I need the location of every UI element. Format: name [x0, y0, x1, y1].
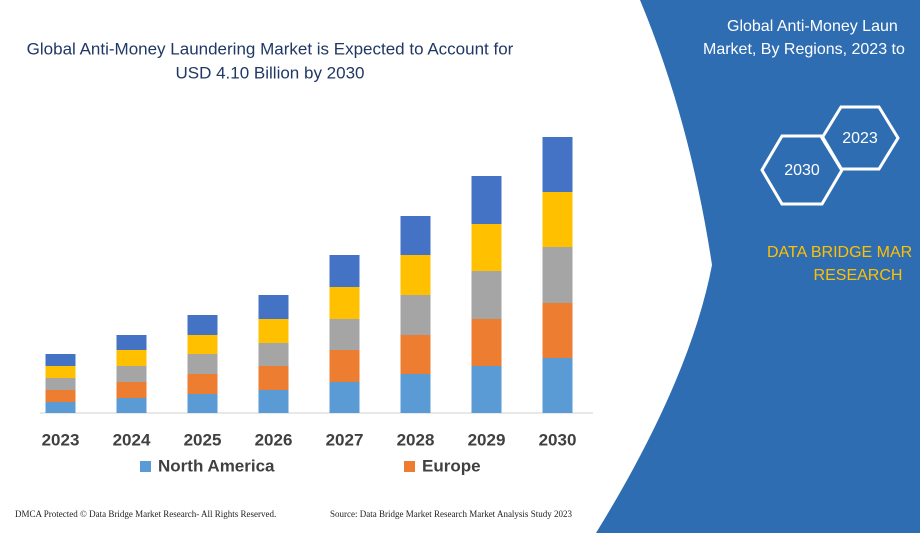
bar-segment	[187, 354, 218, 374]
panel-title: Global Anti-Money Laun	[727, 18, 898, 35]
footer-note: DMCA Protected © Data Bridge Market Rese…	[15, 509, 276, 519]
panel-title: Market, By Regions, 2023 to	[703, 41, 905, 58]
bar-segment	[542, 247, 573, 303]
hexagon-label: 2023	[842, 130, 878, 147]
bar-segment	[329, 319, 360, 350]
bar-segment	[258, 343, 289, 366]
bar-segment	[116, 335, 147, 350]
bar-segment	[45, 366, 76, 378]
bar-segment	[542, 358, 573, 413]
legend-swatch	[404, 461, 415, 472]
bar-segment	[258, 366, 289, 390]
footer-source: Source: Data Bridge Market Research Mark…	[330, 509, 572, 519]
x-tick-label: 2024	[113, 430, 151, 449]
bar-segment	[116, 350, 147, 366]
x-tick-label: 2023	[42, 430, 80, 449]
bar-segment	[471, 271, 502, 319]
bar-segment	[45, 390, 76, 402]
legend-label: Europe	[422, 456, 481, 475]
brand: DATA BRIDGE MAR	[767, 244, 912, 261]
x-tick-label: 2030	[539, 430, 577, 449]
bar-segment	[116, 366, 147, 382]
bar-segment	[542, 303, 573, 358]
bar-segment	[45, 402, 76, 413]
chart-title: Global Anti-Money Laundering Market is E…	[27, 39, 514, 58]
bar-segment	[45, 354, 76, 366]
bar-segment	[187, 335, 218, 354]
bar-segment	[471, 224, 502, 271]
bar-segment	[116, 398, 147, 413]
bar-segment	[471, 366, 502, 413]
bar-segment	[329, 255, 360, 287]
bar-segment	[45, 378, 76, 390]
bar-segment	[400, 335, 431, 374]
legend-swatch	[140, 461, 151, 472]
bar-segment	[329, 382, 360, 413]
bar-segment	[400, 255, 431, 295]
x-tick-label: 2027	[326, 430, 364, 449]
side-panel	[596, 0, 920, 533]
hexagon-label: 2030	[784, 162, 820, 179]
bar-segment	[258, 295, 289, 319]
x-tick-label: 2029	[468, 430, 506, 449]
bar-segment	[400, 374, 431, 413]
bar-segment	[258, 319, 289, 343]
bar-segment	[400, 216, 431, 255]
bar-segment	[471, 176, 502, 224]
bar-segment	[187, 374, 218, 394]
bar-segment	[329, 287, 360, 319]
x-tick-label: 2025	[184, 430, 222, 449]
chart-title: USD 4.10 Billion by 2030	[175, 63, 364, 82]
legend-label: North America	[158, 456, 275, 475]
hexagon	[820, 105, 900, 171]
bar-segment	[329, 350, 360, 382]
bar-segment	[542, 137, 573, 192]
bar-segment	[542, 192, 573, 247]
bar-segment	[116, 382, 147, 398]
bar-segment	[187, 394, 218, 413]
brand: RESEARCH	[814, 267, 903, 284]
bar-segment	[471, 319, 502, 366]
bar-segment	[400, 295, 431, 335]
bar-segment	[187, 315, 218, 335]
x-tick-label: 2028	[397, 430, 435, 449]
bar-segment	[258, 390, 289, 413]
x-tick-label: 2026	[255, 430, 293, 449]
